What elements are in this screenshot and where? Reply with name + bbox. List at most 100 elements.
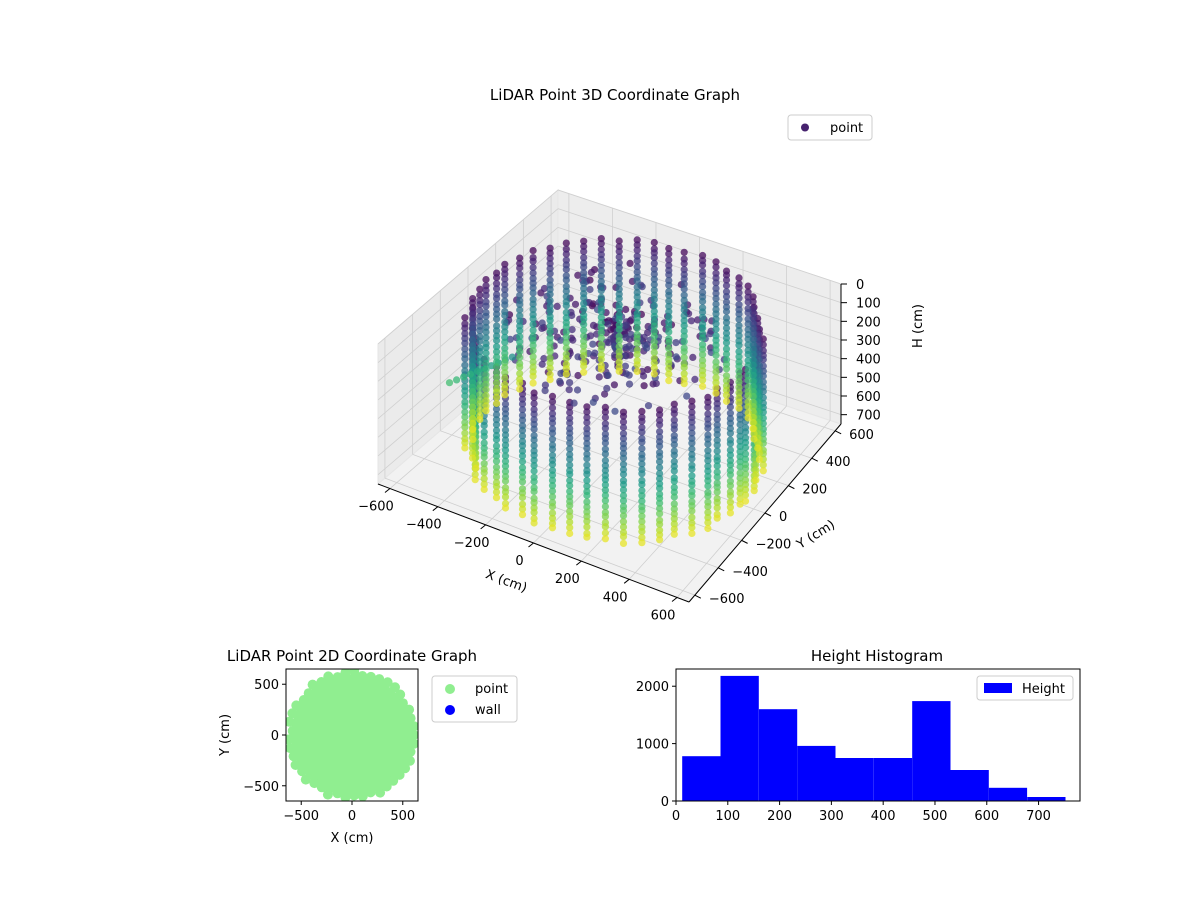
chart-3d-legend-marker	[801, 123, 809, 132]
chart-3d-point	[744, 409, 752, 417]
histogram-x-tick-label: 700	[1026, 809, 1051, 824]
chart-3d-point	[516, 327, 524, 335]
chart-3d-point	[501, 477, 510, 485]
chart-3d-point	[736, 442, 744, 451]
chart-3d-point	[699, 251, 707, 260]
chart-2d-point	[322, 789, 333, 800]
chart-3d-point	[638, 487, 646, 495]
chart-3d-point	[650, 270, 658, 278]
chart-3d-point	[492, 436, 501, 444]
chart-3d-point	[735, 332, 743, 340]
chart-3d-point	[656, 499, 664, 507]
chart-3d-point	[556, 377, 564, 385]
chart-3d-point	[713, 488, 721, 496]
chart-3d-point	[580, 294, 588, 302]
chart-3d-point	[680, 280, 688, 288]
chart-3d-point	[493, 388, 501, 396]
chart-3d-point	[633, 236, 641, 244]
chart-3d-point	[712, 379, 720, 387]
chart-3d-point	[501, 414, 510, 423]
chart-3d-point	[601, 424, 610, 432]
chart-3d-point	[492, 494, 501, 502]
chart-3d-point	[638, 518, 646, 526]
chart-3d-point	[493, 379, 501, 387]
chart-3d-gridline-z-left	[377, 208, 559, 363]
chart-3d-point	[726, 403, 735, 411]
chart-3d-point	[611, 407, 619, 415]
chart-3d-point	[482, 386, 490, 394]
chart-3d-point	[516, 353, 524, 362]
chart-3d-point	[501, 280, 509, 289]
chart-3d-point	[638, 445, 646, 453]
chart-3d-y-tick-label: 600	[849, 428, 874, 443]
chart-3d-point	[501, 338, 509, 346]
chart-3d-point	[562, 293, 570, 301]
chart-3d-point	[688, 424, 696, 432]
chart-3d-point	[699, 282, 707, 291]
chart-3d-point	[530, 425, 538, 433]
chart-3d-point	[704, 435, 712, 443]
chart-3d-point	[501, 488, 510, 496]
chart-3d-point	[699, 351, 707, 359]
chart-3d-point	[735, 315, 743, 323]
chart-3d-point	[741, 497, 750, 505]
chart-3d-point	[615, 343, 623, 351]
chart-3d-point	[601, 390, 609, 398]
chart-3d-point	[619, 423, 628, 432]
chart-3d-z-tick-label: 400	[856, 353, 881, 368]
chart-3d-point	[546, 249, 554, 257]
chart-3d-x-tick-label: −600	[358, 500, 394, 515]
chart-3d-point	[633, 350, 641, 359]
chart-3d-point	[538, 324, 546, 332]
chart-3d-point	[712, 294, 720, 303]
chart-3d-point	[566, 439, 574, 447]
chart-3d-point	[530, 394, 538, 402]
chart-3d-point	[736, 495, 744, 503]
chart-3d-point	[516, 379, 524, 387]
chart-3d-point	[461, 314, 469, 322]
chart-3d-point	[741, 444, 750, 452]
chart-3d-point	[615, 274, 623, 282]
chart-2d-point-region	[291, 674, 413, 796]
chart-3d-point	[688, 472, 696, 480]
chart-3d-point	[493, 327, 501, 335]
chart-3d-point	[516, 285, 524, 293]
chart-2d-point	[286, 716, 295, 727]
chart-3d-point	[665, 261, 673, 269]
chart-3d-point	[546, 328, 554, 336]
chart-3d-point	[529, 358, 537, 366]
chart-3d-point	[529, 341, 537, 349]
chart-3d-point	[735, 301, 743, 309]
chart-3d-point	[712, 389, 720, 397]
chart-3d-point	[665, 297, 673, 305]
chart-3d-point	[583, 461, 591, 469]
chart-3d-point	[461, 413, 469, 421]
chart-3d-point	[461, 361, 469, 369]
chart-3d-point	[722, 324, 731, 332]
chart-3d-point	[672, 353, 680, 361]
chart-3d-point	[619, 512, 628, 520]
chart-3d-point	[586, 285, 594, 294]
chart-3d-point	[650, 322, 658, 330]
chart-3d-point	[644, 402, 653, 410]
chart-3d-point	[529, 263, 537, 272]
chart-3d-point	[722, 377, 731, 385]
chart-3d-point	[749, 350, 757, 358]
chart-3d-z-tick-label: 300	[856, 334, 881, 349]
chart-3d-point	[735, 367, 743, 375]
chart-2d-point	[286, 734, 294, 745]
chart-3d-point	[713, 473, 721, 481]
chart-3d-point	[493, 393, 501, 401]
chart-3d-point	[476, 327, 484, 335]
chart-3d-point	[665, 244, 673, 253]
chart-3d-point	[622, 305, 630, 314]
chart-3d-point	[736, 463, 744, 471]
chart-3d-point	[557, 369, 565, 377]
chart-3d-point	[597, 308, 605, 316]
chart-3d-point	[656, 469, 664, 478]
chart-3d-point	[548, 524, 557, 532]
chart-3d-x-tick-label: 200	[555, 572, 580, 587]
chart-3d-point	[546, 364, 554, 372]
chart-3d-point	[501, 420, 510, 428]
chart-3d-gridline-y-floor	[412, 454, 719, 569]
